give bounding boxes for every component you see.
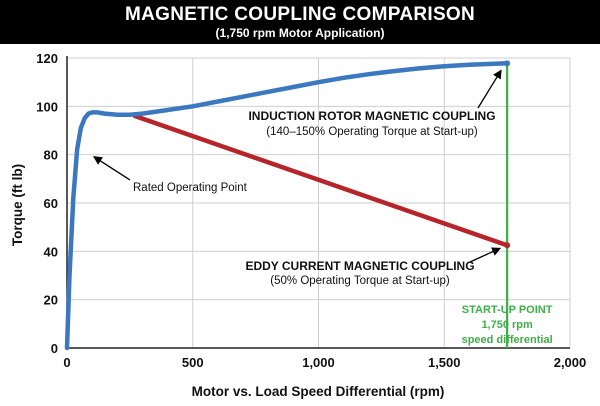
grid: [67, 57, 571, 348]
x-tick-label: 1,000: [302, 355, 335, 370]
eddy-label: EDDY CURRENT MAGNETIC COUPLING: [245, 259, 474, 273]
start-up-reference: START-UP POINT 1,750 rpm speed differentia…: [462, 62, 553, 348]
x-tick-label: 500: [182, 355, 204, 370]
x-tick-label: 1,500: [428, 355, 461, 370]
eddy-current-line: [132, 113, 510, 248]
y-tick-label: 60: [44, 196, 58, 211]
induction-rotor-line: [64, 61, 510, 351]
chart-header: MAGNETIC COUPLING COMPARISON (1,750 rpm …: [0, 0, 600, 44]
y-axis-label: Torque (ft lb): [10, 164, 25, 246]
series-group: [64, 60, 511, 351]
y-tick-label: 20: [44, 293, 58, 308]
y-tick-label: 100: [36, 99, 58, 114]
y-tick-label: 40: [44, 244, 58, 259]
chart-subtitle: (1,750 rpm Motor Application): [215, 26, 385, 40]
start-up-label: 1,750 rpm: [481, 319, 533, 331]
y-tick-label: 0: [51, 341, 58, 356]
x-tick-label: 2,000: [554, 355, 587, 370]
induction-label: INDUCTION ROTOR MAGNETIC COUPLING: [248, 109, 495, 123]
chart-title: MAGNETIC COUPLING COMPARISON: [124, 4, 476, 25]
y-tick-label: 120: [36, 51, 58, 66]
x-axis-label: Motor vs. Load Speed Differential (rpm): [192, 384, 445, 399]
x-tick-label: 0: [63, 355, 70, 370]
annotations: Rated Operating Point INDUCTION ROTOR MAG…: [93, 69, 502, 287]
start-up-label: speed differential: [462, 334, 553, 346]
eddy-sublabel: (50% Operating Torque at Start-up): [270, 275, 450, 287]
y-tick-label: 80: [44, 148, 58, 163]
eddy-endpoint: [504, 242, 511, 249]
rated-point-label: Rated Operating Point: [133, 182, 248, 194]
induction-arrow: [477, 69, 502, 109]
induction-sublabel: (140–150% Operating Torque at Start-up): [266, 126, 478, 138]
axes: 0 500 1,000 1,500 2,000 0 20 40 60 80 100 120: [36, 51, 586, 370]
rated-point-arrow: [93, 156, 131, 181]
start-up-label: START-UP POINT: [462, 304, 553, 316]
eddy-arrow: [469, 247, 502, 263]
induction-endpoint: [504, 60, 511, 67]
